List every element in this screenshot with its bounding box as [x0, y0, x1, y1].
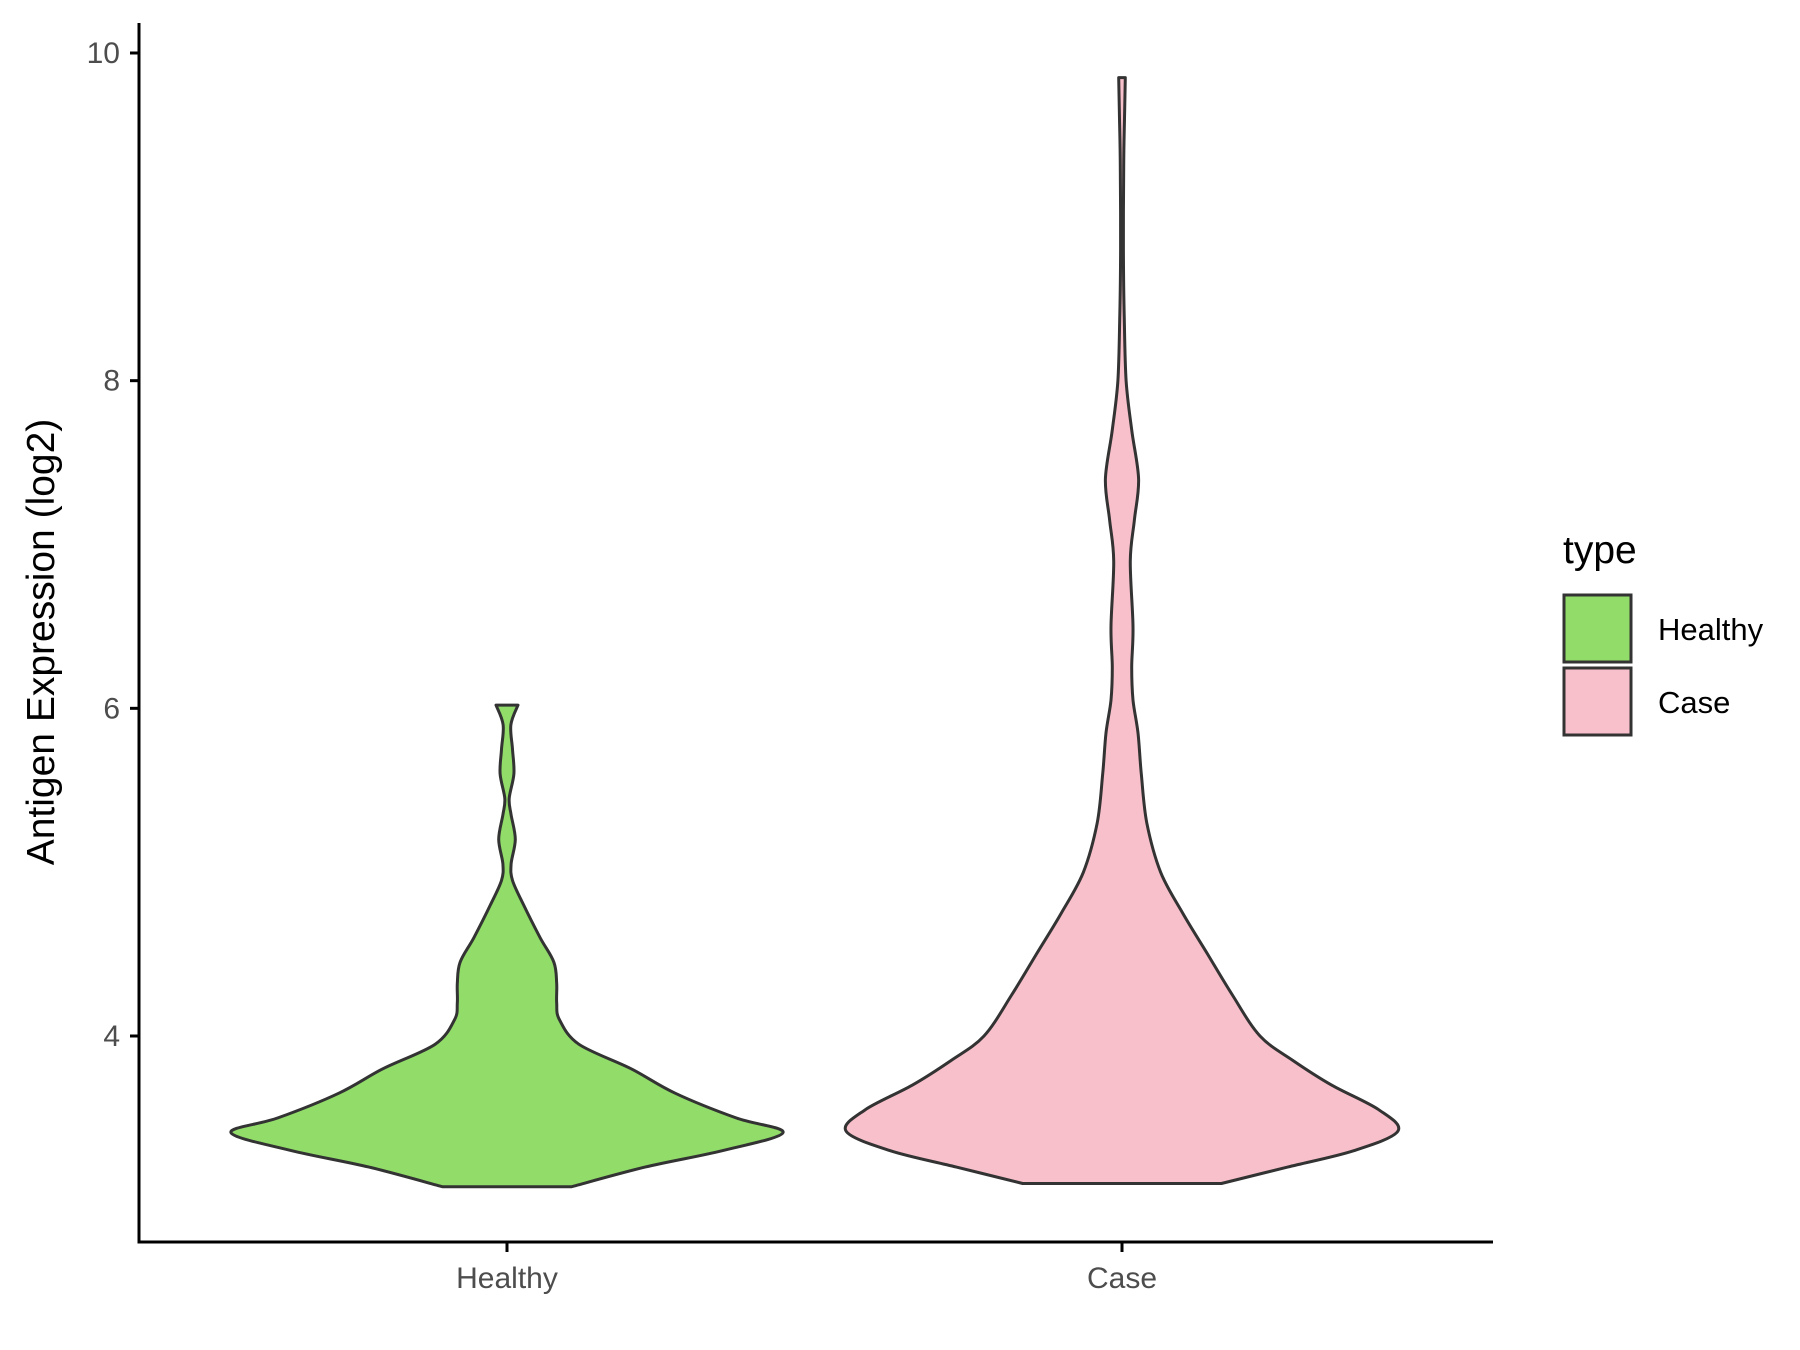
x-tick-label-healthy: Healthy [456, 1262, 558, 1295]
violins [229, 76, 1401, 1189]
legend-key-case [1562, 666, 1633, 737]
y-axis: 4 6 8 10 [87, 23, 141, 1243]
y-axis-title: Antigen Expression (log2) [20, 419, 63, 866]
legend-items: Healthy Case [1562, 593, 1764, 737]
legend-label-case: Case [1658, 685, 1730, 720]
y-tick-label-4: 4 [103, 1020, 120, 1053]
y-tick-label-6: 6 [103, 692, 120, 725]
x-axis: Healthy Case [137, 1240, 1493, 1295]
legend: type Healthy Case [1562, 529, 1764, 737]
legend-title: type [1563, 529, 1637, 572]
violin-healthy [229, 703, 785, 1189]
legend-label-healthy: Healthy [1658, 612, 1764, 647]
y-ticks: 4 6 8 10 [87, 37, 139, 1053]
legend-key-healthy [1562, 593, 1633, 664]
x-tick-label-case: Case [1087, 1262, 1157, 1295]
violin-case [843, 76, 1401, 1185]
y-tick-label-10: 10 [87, 37, 120, 70]
y-tick-label-8: 8 [103, 365, 120, 398]
x-ticks: Healthy Case [456, 1243, 1157, 1295]
